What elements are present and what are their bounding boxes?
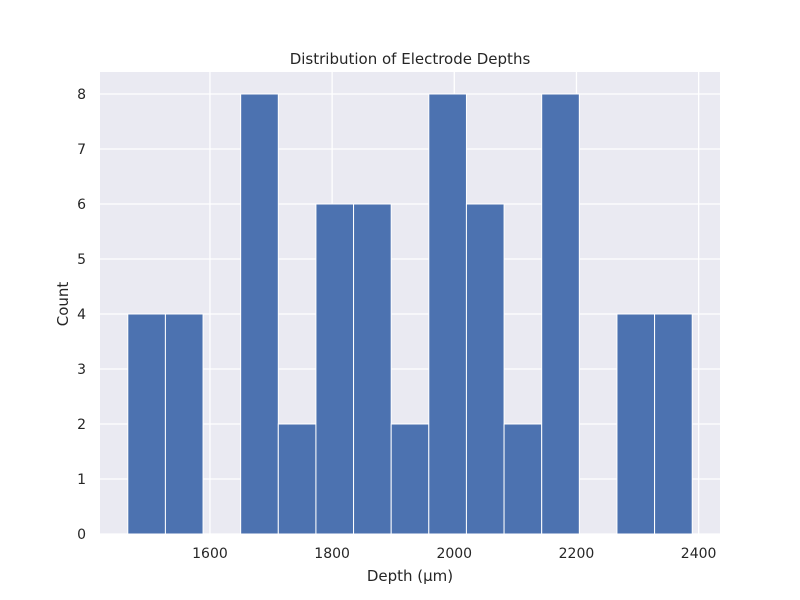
- histogram-bar: [240, 93, 279, 535]
- y-axis-label: Count: [54, 282, 72, 327]
- histogram-bar: [390, 423, 430, 535]
- y-tick-label: 6: [77, 197, 86, 213]
- y-tick-label: 4: [77, 307, 86, 323]
- y-tick-label: 1: [77, 472, 86, 488]
- x-tick-label: 2400: [681, 546, 717, 562]
- histogram-bar: [428, 93, 467, 535]
- histogram-bar: [315, 203, 355, 535]
- histogram-bar: [654, 313, 693, 535]
- x-tick-label: 2200: [559, 546, 595, 562]
- x-tick-label: 1600: [192, 546, 228, 562]
- x-tick-label: 2000: [436, 546, 472, 562]
- histogram-bar: [164, 313, 204, 535]
- histogram-bar: [503, 423, 543, 535]
- histogram-bar: [353, 203, 392, 535]
- y-tick-label: 7: [77, 142, 86, 158]
- histogram-bar: [541, 93, 580, 535]
- chart-title: Distribution of Electrode Depths: [290, 50, 531, 68]
- x-axis-label: Depth (µm): [367, 567, 453, 585]
- histogram-bar: [616, 313, 656, 535]
- histogram-bars: [127, 93, 693, 535]
- x-tick-label: 1800: [314, 546, 350, 562]
- y-tick-label: 8: [77, 87, 86, 103]
- y-tick-label: 5: [77, 252, 86, 268]
- histogram-bar: [465, 203, 505, 535]
- y-axis-ticks: 0 1 2 3 4 5 6 7 8: [77, 87, 86, 543]
- histogram-bar: [277, 423, 317, 535]
- y-tick-label: 0: [77, 527, 86, 543]
- y-tick-label: 3: [77, 362, 86, 378]
- y-tick-label: 2: [77, 417, 86, 433]
- x-axis-ticks: 1600 1800 2000 2200 2400: [192, 546, 716, 562]
- histogram-bar: [127, 313, 166, 535]
